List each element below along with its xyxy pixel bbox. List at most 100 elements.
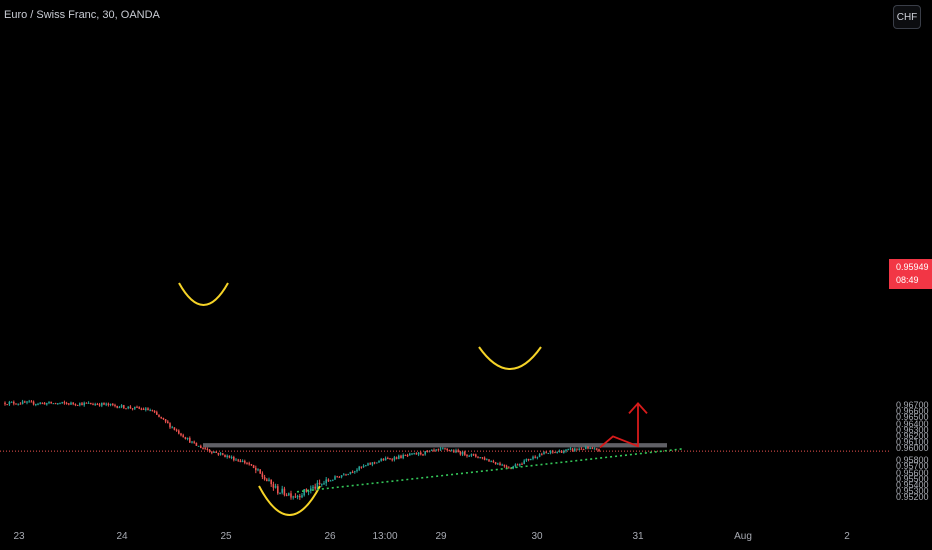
candle-body [479, 457, 481, 459]
candle-body [248, 463, 250, 465]
candle-body [464, 451, 466, 455]
candle-body [228, 455, 231, 458]
candle-body [101, 402, 103, 406]
candle-body [149, 410, 151, 412]
candle-body [294, 496, 297, 498]
candle-body [303, 489, 305, 496]
candle-body [85, 402, 88, 404]
candle-body [195, 442, 198, 446]
candle-body [461, 451, 464, 455]
candle-body [281, 488, 283, 493]
candle-body [446, 448, 448, 451]
candle-body [215, 451, 217, 453]
candle-body [208, 449, 211, 452]
candle-body [107, 403, 110, 405]
candle-body [255, 467, 257, 471]
candle-body [552, 451, 554, 453]
candle-body [323, 483, 325, 485]
candle-body [327, 479, 330, 482]
price-axis-tick: 0.96100 [896, 436, 929, 447]
candle-body [277, 486, 279, 494]
candle-body [184, 437, 187, 439]
candle-body [413, 453, 415, 455]
candle-body [202, 448, 204, 450]
candle-body [585, 446, 587, 450]
candle-body [8, 401, 11, 405]
time-axis-tick: 31 [632, 531, 644, 542]
resistance-zone-layer [203, 443, 667, 448]
candle-body [129, 406, 132, 409]
candle-body [125, 408, 127, 410]
candle-body [134, 406, 136, 409]
candle-body [384, 458, 387, 461]
projection-path [599, 403, 639, 449]
candle-body [237, 459, 239, 461]
candle-body [186, 438, 189, 440]
candle-body [395, 457, 398, 459]
candle-body [147, 408, 149, 411]
candle-body [158, 414, 160, 417]
candle-body [560, 450, 563, 453]
candle-body [415, 453, 418, 455]
candle-body [13, 401, 15, 404]
candle-body [145, 408, 147, 410]
candle-body [90, 402, 92, 405]
candle-body [558, 450, 561, 452]
candle-body [354, 471, 356, 473]
candle-body [299, 495, 301, 498]
candle-body [96, 404, 99, 406]
candle-body [290, 493, 292, 498]
candle-body [19, 403, 22, 405]
candle-body [490, 461, 492, 463]
candle-body [349, 471, 352, 474]
candle-body [569, 448, 572, 450]
candle-body [167, 421, 169, 424]
candle-body [28, 401, 30, 403]
annotations-layer [0, 282, 889, 516]
candle-body [369, 463, 371, 465]
candle-body [230, 457, 233, 459]
candle-body [334, 476, 336, 480]
candle-body [593, 448, 596, 450]
candle-body [15, 403, 17, 405]
candle-body [116, 405, 118, 408]
candle-body [316, 482, 319, 489]
candle-body [554, 452, 556, 454]
candle-body [426, 451, 429, 453]
candle-body [519, 463, 521, 466]
candle-body [398, 455, 400, 459]
candle-body [525, 458, 528, 461]
candle-body [417, 452, 420, 455]
candle-body [538, 454, 541, 457]
candle-body [470, 454, 473, 456]
candle-body [305, 489, 308, 492]
candle-body [182, 435, 184, 438]
candle-body [402, 454, 404, 459]
candle-body [589, 448, 591, 450]
candle-body [6, 404, 8, 406]
candle-body [131, 408, 134, 410]
candle-body [400, 455, 402, 459]
candle-body [160, 416, 162, 418]
currency-button[interactable]: CHF [893, 5, 921, 29]
candle-body [26, 401, 28, 403]
candle-body [46, 403, 48, 405]
price-axis-tick: 0.95200 [896, 492, 929, 502]
candle-body [156, 412, 158, 415]
candle-body [512, 466, 514, 469]
price-axis-tick: 0.95300 [896, 485, 929, 496]
candle-body [169, 423, 171, 428]
candle-body [4, 402, 6, 405]
candle-body [244, 460, 246, 463]
candle-body [420, 452, 422, 455]
price-axis-tick: 0.95500 [896, 473, 929, 484]
candle-body [114, 404, 116, 406]
resistance-zone [203, 443, 667, 448]
candle-body [329, 480, 332, 482]
candle-body [508, 467, 510, 469]
candle-body [549, 451, 552, 453]
candle-body [574, 448, 576, 451]
candle-body [285, 494, 288, 496]
